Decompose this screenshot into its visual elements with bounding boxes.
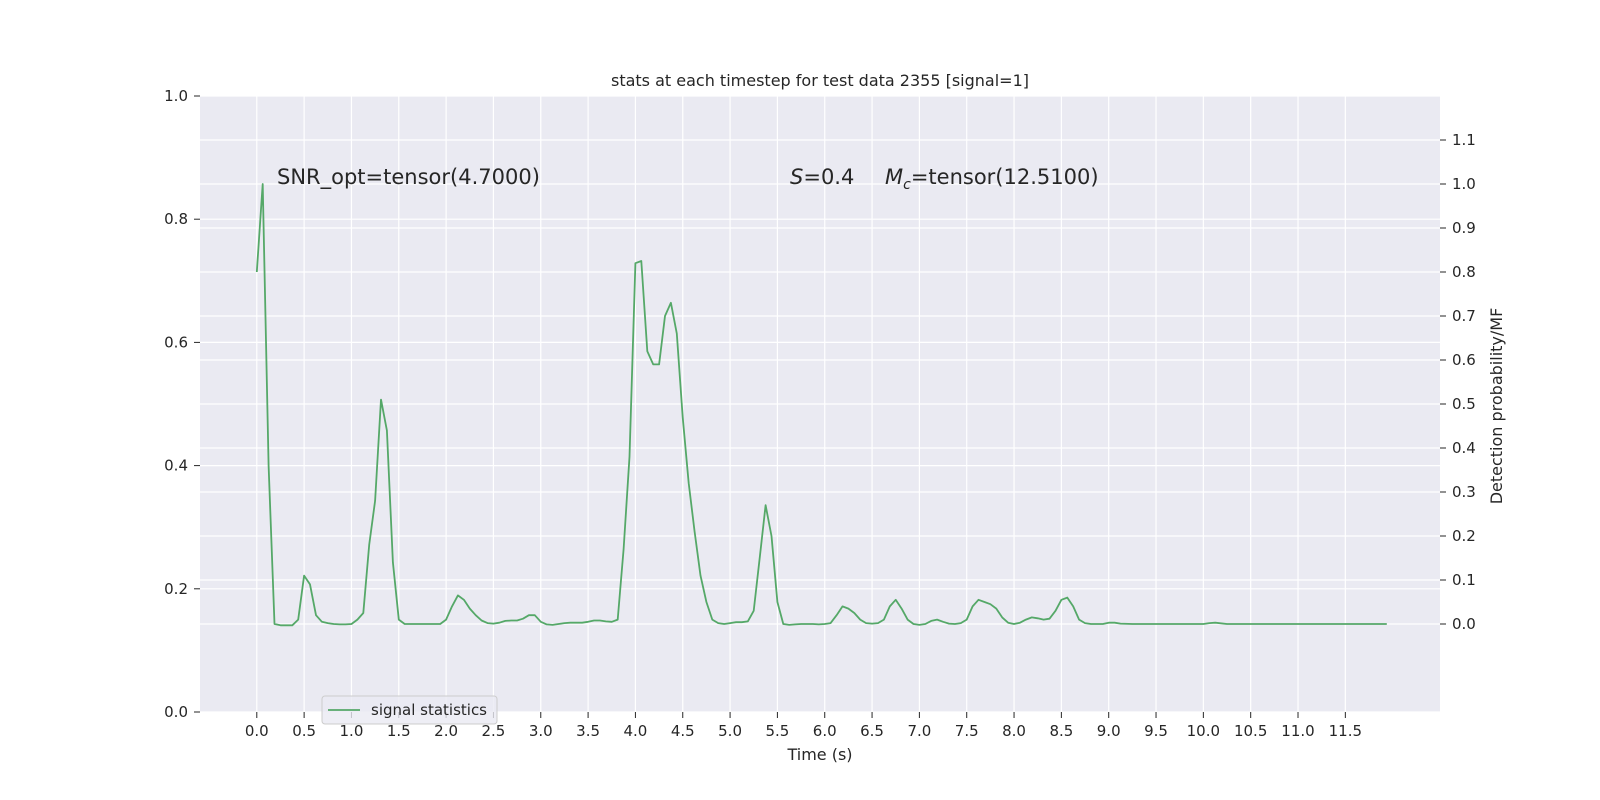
- x-tick-label-3: 1.5: [387, 722, 411, 740]
- y-left-tick-label-3: 0.6: [164, 333, 188, 351]
- mc-annotation: Mc=tensor(12.5100): [885, 165, 1099, 193]
- x-tick-label-1: 0.5: [292, 722, 316, 740]
- y-right-tick-label-5: 0.5: [1452, 395, 1476, 413]
- legend-box: [321, 695, 498, 725]
- legend-label-signal-statistics: signal statistics: [371, 701, 487, 719]
- y-right-tick-label-11: 1.1: [1452, 131, 1476, 149]
- y-right-tick-label-3: 0.3: [1452, 483, 1476, 501]
- x-tick-label-16: 8.0: [1002, 722, 1026, 740]
- series-layer: [255, 183, 1387, 627]
- y-axis-left-ticks: 0.0 0.2 0.4 0.6 0.8 1.0: [164, 87, 200, 721]
- x-tick-label-4: 2.0: [434, 722, 458, 740]
- snr-annotation: SNR_opt=tensor(4.7000): [277, 165, 540, 190]
- y-right-tick-label-7: 0.7: [1452, 307, 1476, 325]
- grid-lines-vertical: [256, 96, 1346, 712]
- y-right-tick-label-1: 0.1: [1452, 571, 1476, 589]
- y-axis-right-label: Detection probability/MF: [1487, 308, 1506, 505]
- grid-lines-right: [200, 139, 1440, 625]
- y-right-tick-label-0: 0.0: [1452, 615, 1476, 633]
- m-subscript: c: [903, 177, 911, 193]
- x-tick-label-20: 10.0: [1187, 722, 1220, 740]
- x-axis-label: Time (s): [786, 745, 852, 764]
- x-tick-label-15: 7.5: [955, 722, 979, 740]
- y-left-tick-label-5: 1.0: [164, 87, 188, 105]
- x-tick-label-7: 3.5: [576, 722, 600, 740]
- x-tick-label-9: 4.5: [671, 722, 695, 740]
- y-axis-right-ticks: 0.0 0.1 0.2 0.3 0.4 0.5 0.6 0.7 0.8 0.9 1.0 1.1: [1440, 131, 1476, 633]
- y-right-tick-label-2: 0.2: [1452, 527, 1476, 545]
- s-annotation: S=0.4: [790, 165, 854, 189]
- x-tick-label-23: 11.5: [1329, 722, 1362, 740]
- x-tick-label-12: 6.0: [813, 722, 837, 740]
- m-symbol: M: [885, 165, 903, 189]
- x-tick-label-0: 0.0: [245, 722, 269, 740]
- y-right-tick-label-9: 0.9: [1452, 219, 1476, 237]
- x-tick-label-19: 9.5: [1144, 722, 1168, 740]
- x-tick-label-22: 11.0: [1281, 722, 1314, 740]
- y-left-tick-label-0: 0.0: [164, 703, 188, 721]
- x-tick-label-14: 7.0: [907, 722, 931, 740]
- legend: signal statistics: [321, 695, 498, 725]
- x-tick-label-11: 5.5: [765, 722, 789, 740]
- x-tick-label-17: 8.5: [1049, 722, 1073, 740]
- s-value: =0.4: [803, 165, 854, 189]
- y-left-tick-label-4: 0.8: [164, 210, 188, 228]
- y-left-tick-label-2: 0.4: [164, 457, 188, 475]
- series-line-0: [255, 183, 1387, 627]
- y-right-tick-label-10: 1.0: [1452, 175, 1476, 193]
- x-tick-label-13: 6.5: [860, 722, 884, 740]
- x-tick-label-10: 5.0: [718, 722, 742, 740]
- y-right-tick-label-4: 0.4: [1452, 439, 1476, 457]
- x-tick-label-18: 9.0: [1097, 722, 1121, 740]
- y-left-tick-label-1: 0.2: [164, 580, 188, 598]
- s-symbol: S: [790, 165, 803, 189]
- x-axis-ticks: 0.0 0.5 1.0 1.5 2.0 2.5 3.0 3.5 4.0 4.5 5.0 5.5 6.0 6…: [245, 712, 1362, 740]
- chart-title: stats at each timestep for test data 235…: [611, 71, 1029, 90]
- m-value: =tensor(12.5100): [911, 165, 1099, 189]
- x-tick-label-6: 3.0: [529, 722, 553, 740]
- y-right-tick-label-6: 0.6: [1452, 351, 1476, 369]
- x-tick-label-2: 1.0: [340, 722, 364, 740]
- y-right-tick-label-8: 0.8: [1452, 263, 1476, 281]
- x-tick-label-8: 4.0: [623, 722, 647, 740]
- x-tick-label-5: 2.5: [482, 722, 506, 740]
- x-tick-label-21: 10.5: [1234, 722, 1267, 740]
